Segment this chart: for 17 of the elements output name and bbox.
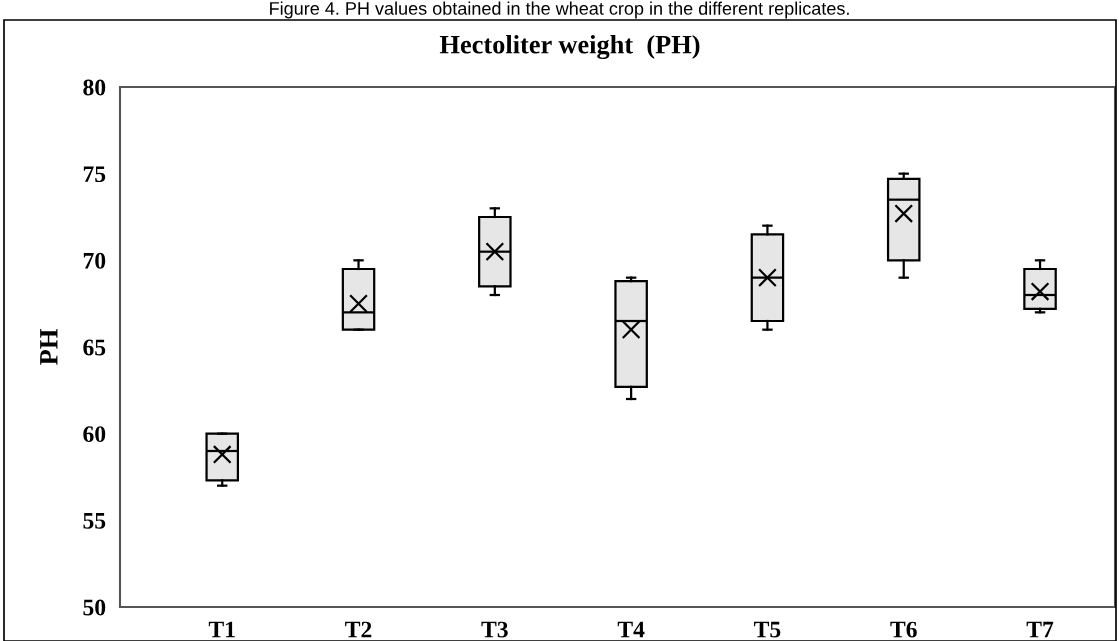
chart-title: Hectoliter weight (PH)	[439, 34, 700, 60]
x-tick-label: T1	[208, 621, 235, 638]
y-tick-label: 65	[83, 339, 106, 356]
caption: Figure 4. PH values obtained in the wheat crop in the different replicates.	[270, 1, 849, 19]
y-axis-title: PH	[40, 329, 58, 365]
y-tick-label: 80	[83, 79, 106, 96]
y-tick-label: 75	[83, 166, 106, 183]
y-tick-label: 55	[83, 513, 106, 529]
y-tick-label: 60	[83, 426, 106, 443]
x-tick-label: T4	[617, 621, 645, 638]
x-tick-label: T6	[890, 621, 917, 638]
x-tick-label: T3	[481, 621, 508, 638]
x-tick-label: T7	[1026, 621, 1054, 638]
x-tick-label: T2	[345, 621, 372, 638]
x-tick-label: T5	[754, 621, 781, 638]
y-tick-label: 50	[83, 599, 106, 616]
y-tick-label: 70	[83, 252, 106, 269]
